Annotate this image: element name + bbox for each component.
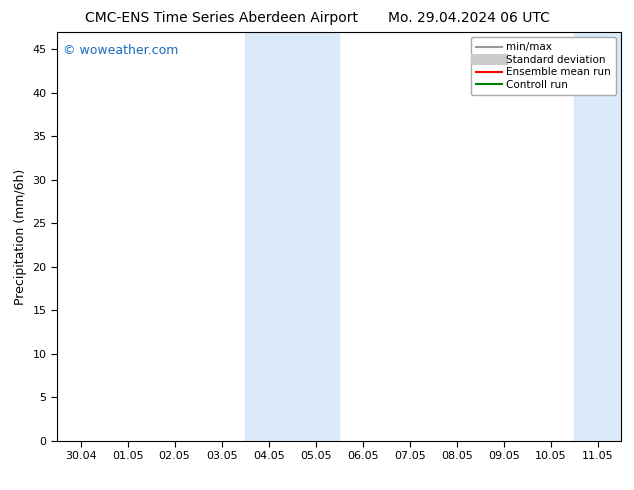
- Y-axis label: Precipitation (mm/6h): Precipitation (mm/6h): [14, 168, 27, 305]
- Text: CMC-ENS Time Series Aberdeen Airport: CMC-ENS Time Series Aberdeen Airport: [86, 11, 358, 25]
- Bar: [245, 32, 339, 441]
- Bar: [574, 32, 621, 441]
- Text: Mo. 29.04.2024 06 UTC: Mo. 29.04.2024 06 UTC: [388, 11, 550, 25]
- Text: © woweather.com: © woweather.com: [63, 44, 178, 57]
- Legend: min/max, Standard deviation, Ensemble mean run, Controll run: min/max, Standard deviation, Ensemble me…: [470, 37, 616, 95]
